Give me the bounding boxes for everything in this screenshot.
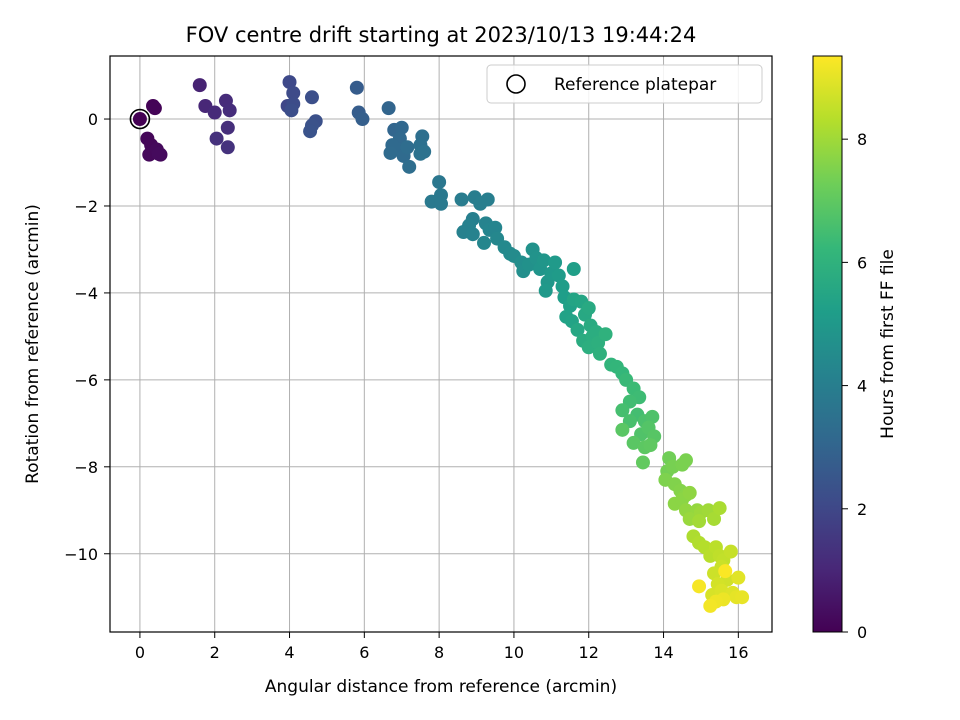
data-point [718,564,733,579]
y-tick-label: −6 [74,371,98,390]
colorbar-ticks: 0 2 4 6 8 [842,130,867,642]
data-point [703,598,718,613]
data-point [402,159,417,174]
data-point [207,105,222,120]
x-tick-label: 4 [284,643,294,662]
y-tick-label: −8 [74,458,98,477]
x-axis-ticks: 0 2 4 6 8 10 12 14 16 [135,632,749,662]
colorbar-tick-label: 2 [857,500,867,519]
colorbar-gradient [812,55,843,633]
legend-entry-label: Reference platepar [554,75,716,95]
data-point [692,514,707,529]
data-point [432,175,447,190]
data-point [570,322,585,337]
data-point [465,227,480,242]
data-point [682,485,697,500]
y-tick-label: 0 [88,110,98,129]
colorbar-tick-label: 8 [857,130,867,149]
x-tick-label: 2 [210,643,220,662]
y-axis-ticks: 0 −2 −4 −6 −8 −10 [64,110,110,564]
data-point [209,131,224,146]
data-point [555,279,570,294]
data-point [383,145,398,160]
data-point [477,235,492,250]
data-point [548,255,563,270]
reference-platepar-marker [129,108,151,130]
legend-reference-marker [506,74,526,94]
data-point [678,453,693,468]
data-point [132,112,147,127]
y-axis-label: Rotation from reference (arcmin) [23,204,43,484]
data-point [598,327,613,342]
data-point [712,501,727,516]
data-point [434,196,448,211]
x-tick-label: 10 [504,643,524,662]
legend-box [486,64,763,104]
data-point [488,220,503,235]
data-point [626,435,641,450]
colorbar-label: Hours from first FF file [878,249,898,439]
data-points [132,75,750,613]
data-point [615,422,630,437]
data-point [286,85,301,100]
data-point [615,403,630,418]
data-point [304,90,319,105]
data-point [707,511,722,526]
data-point [566,262,581,277]
legend: Reference platepar [486,64,763,104]
reference-marker-layer [129,108,151,130]
data-point [284,103,299,118]
data-point [413,146,428,161]
data-point [151,146,166,161]
data-point [381,101,396,116]
data-point [581,301,596,316]
data-point [394,120,409,135]
data-point [282,75,297,90]
data-point [220,140,235,155]
x-tick-label: 0 [135,643,145,662]
data-point [731,570,746,585]
colorbar-tick-label: 6 [857,253,867,272]
data-point [735,590,750,605]
data-point [147,101,162,116]
data-point [635,455,650,470]
data-point [480,192,495,207]
grid-lines [110,56,772,632]
data-point [454,192,469,207]
data-point [222,103,237,118]
x-axis-label: Angular distance from reference (arcmin) [265,677,617,697]
data-point [349,80,364,95]
y-tick-label: −4 [74,284,98,303]
data-point [551,268,566,283]
x-tick-label: 12 [579,643,599,662]
y-tick-label: −2 [74,197,98,216]
data-point [723,544,738,559]
colorbar: 0 2 4 6 8 Hours from first FF file [812,55,898,642]
data-point [400,140,415,155]
x-tick-label: 8 [434,643,444,662]
data-point [536,253,551,268]
data-point [303,124,318,139]
plot-area-frame [109,55,773,633]
data-point [592,346,607,361]
x-tick-label: 14 [653,643,673,662]
data-point [192,78,207,93]
data-point [643,438,658,453]
data-point [538,283,553,298]
y-tick-label: −10 [64,545,98,564]
data-point [645,409,660,424]
x-tick-label: 6 [359,643,369,662]
x-tick-label: 16 [728,643,748,662]
data-point [220,120,235,135]
data-point [692,579,707,594]
colorbar-tick-label: 4 [857,377,867,396]
data-point [355,112,370,127]
chart-title: FOV centre drift starting at 2023/10/13 … [186,23,697,47]
colorbar-tick-label: 0 [857,623,867,642]
data-point [707,566,722,581]
